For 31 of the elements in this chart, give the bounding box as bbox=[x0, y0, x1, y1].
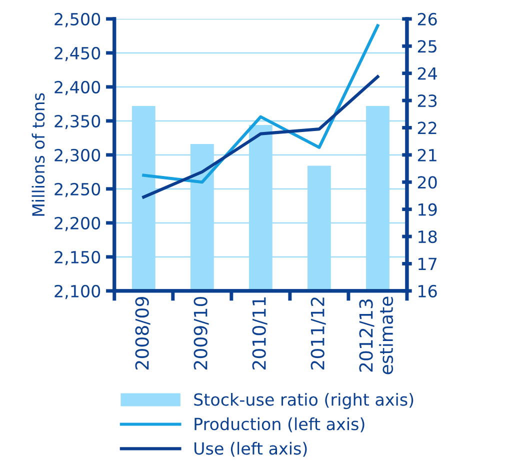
x-tick-label: 2009/10 bbox=[194, 296, 209, 370]
y2-tick-label: 23 bbox=[418, 94, 437, 108]
legend-label: Stock-use ratio (right axis) bbox=[194, 392, 414, 410]
y-axis-title: Millions of tons bbox=[32, 93, 45, 216]
y-tick-label: 2,300 bbox=[54, 148, 100, 164]
y-tick-label: 2,450 bbox=[54, 46, 100, 62]
y2-tick-label: 26 bbox=[418, 12, 437, 26]
y-tick-label: 2,250 bbox=[54, 182, 100, 198]
line-series bbox=[142, 24, 380, 184]
y2-tick-label: 21 bbox=[418, 148, 436, 162]
y-tick-label: 2,100 bbox=[54, 284, 100, 300]
y2-tick-label: 25 bbox=[418, 40, 436, 53]
y2-tick-label: 19 bbox=[418, 203, 437, 216]
y-tick-label: 2,400 bbox=[54, 80, 100, 96]
y-tick-label: 2,500 bbox=[54, 12, 100, 28]
legend-label: Production (left axis) bbox=[194, 417, 364, 432]
x-tick-label: 2008/09 bbox=[135, 297, 150, 370]
y2-tick-label: 22 bbox=[418, 122, 436, 134]
y-tick-label: 2,350 bbox=[54, 114, 100, 130]
y2-tick-label: 17 bbox=[418, 258, 436, 270]
x-tick-label: 2010/11 bbox=[252, 297, 268, 370]
y2-tick-label: 18 bbox=[418, 230, 437, 244]
legend-label: Use (left axis) bbox=[194, 442, 307, 457]
y2-tick-label: 24 bbox=[418, 67, 437, 80]
y-tick-label: 2,150 bbox=[54, 250, 100, 266]
x-tick-label: 2011/12 bbox=[310, 298, 326, 370]
line-series bbox=[142, 75, 380, 199]
y-tick-label: 2,200 bbox=[54, 216, 100, 232]
y2-tick-label: 20 bbox=[418, 176, 437, 189]
x-tick-label: 2012/13 estimate bbox=[359, 296, 394, 374]
y2-tick-label: 16 bbox=[418, 284, 437, 298]
